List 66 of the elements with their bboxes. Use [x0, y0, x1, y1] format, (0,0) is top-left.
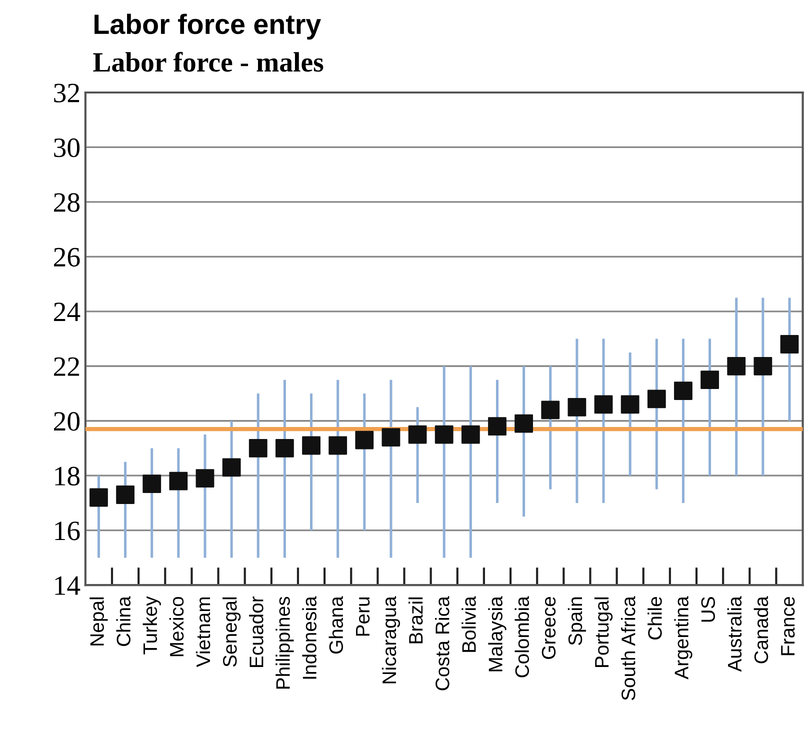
x-tick-label: France [781, 597, 795, 656]
point [328, 436, 348, 455]
point [594, 395, 613, 414]
x-tick-label: Ecuador [249, 596, 264, 667]
x-tick-label: Mexico [169, 596, 184, 656]
x-tick-label: Australia [727, 596, 742, 672]
point [222, 458, 241, 477]
point [408, 425, 427, 444]
x-tick-label: Nepal [90, 597, 108, 646]
y-tick-label: 24 [54, 302, 80, 322]
x-tick-label: Costa Rica [435, 596, 450, 690]
y-tick-label: 18 [55, 466, 80, 486]
point [541, 400, 560, 420]
point [116, 486, 134, 504]
chart-subtitle: Labor force - males [93, 52, 324, 72]
y-tick-label: 22 [54, 357, 80, 376]
y-tick-label: 30 [54, 138, 80, 158]
point [780, 335, 799, 354]
x-tick-label: China [116, 596, 131, 646]
point [196, 469, 214, 488]
point [754, 356, 772, 376]
point [620, 395, 640, 414]
x-tick-label: Colombia [514, 596, 530, 678]
x-tick-label: Malaysia [488, 596, 506, 672]
x-tick-label: Spain [568, 597, 586, 646]
x-tick-label: Turkey [142, 596, 161, 654]
point [382, 428, 400, 446]
point [488, 417, 506, 436]
x-tick-label: US [701, 597, 716, 622]
x-tick-label: Chile [648, 597, 662, 640]
x-tick-label: Senegal [222, 597, 241, 667]
x-tick-label: South Africa [621, 596, 636, 700]
point [169, 472, 188, 490]
point [700, 370, 719, 390]
point [434, 425, 454, 444]
point [90, 488, 108, 507]
point [514, 414, 534, 433]
point [248, 439, 268, 458]
point [674, 382, 692, 400]
point [275, 439, 294, 458]
point [568, 398, 586, 416]
x-tick-label: Bolivia [462, 596, 476, 652]
x-tick-label: Vietnam [196, 597, 210, 668]
point [142, 474, 162, 494]
x-tick-label: Peru [356, 597, 370, 636]
x-tick-label: Argentina [674, 596, 692, 680]
point [461, 425, 480, 444]
x-tick-label: Brazil [408, 597, 423, 644]
x-tick-label: Indonesia [302, 596, 316, 679]
x-tick-label: Portugal [594, 597, 613, 667]
x-tick-label: Ghana [328, 596, 344, 654]
y-tick-label: 28 [54, 193, 80, 212]
y-tick-label: 16 [55, 522, 80, 540]
x-tick-label: Canada [754, 596, 768, 664]
x-tick-label: Philippines [276, 596, 294, 689]
y-tick-label: 20 [54, 412, 80, 431]
x-tick-label: Greece [542, 597, 556, 659]
x-tick-label: Nicaragua [382, 596, 400, 684]
point [302, 436, 320, 455]
y-tick-label: 26 [54, 248, 80, 267]
y-tick-label: 14 [55, 576, 80, 595]
point [647, 390, 666, 408]
point [355, 430, 374, 450]
chart-title: Labor force entry [94, 14, 321, 40]
y-tick-label: 32 [54, 84, 80, 102]
point [727, 356, 746, 376]
